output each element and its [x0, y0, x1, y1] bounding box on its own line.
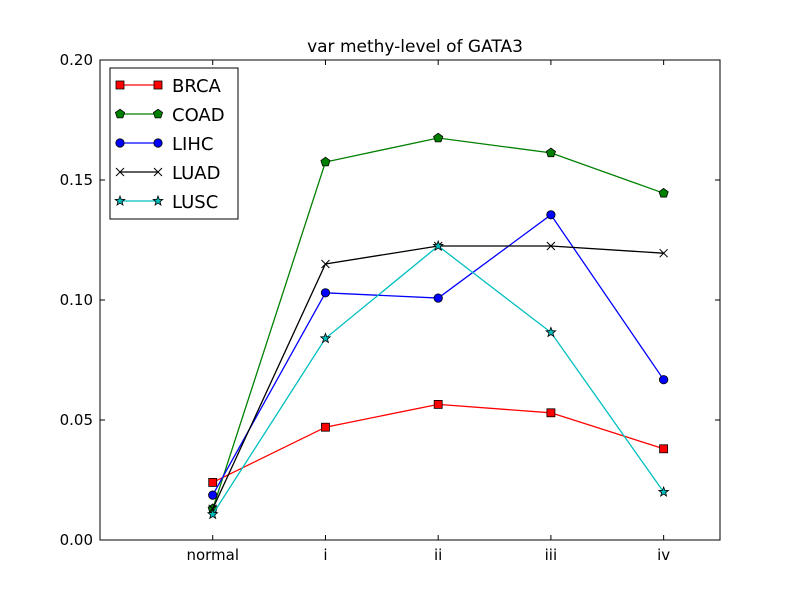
data-point-luad	[546, 241, 556, 251]
legend-marker-luad	[115, 167, 125, 177]
data-point-coad	[320, 156, 331, 167]
legend: BRCA COAD LIHC LUAD LUSC	[109, 67, 239, 220]
y-tick-label: 0.00	[60, 531, 93, 549]
data-point-brca	[659, 444, 669, 454]
y-tick-label: 0.05	[60, 411, 93, 429]
data-point-coad	[433, 132, 444, 143]
data-point-coad	[545, 147, 556, 158]
x-tick-label: normal	[186, 546, 239, 564]
chart-title: var methy-level of GATA3	[307, 37, 523, 57]
data-point-lihc	[433, 293, 443, 303]
data-point-brca	[433, 399, 443, 409]
x-tick-label: ii	[434, 546, 442, 564]
plot-frame	[99, 59, 721, 541]
legend-label-lihc: LIHC	[172, 134, 213, 155]
data-point-lihc	[320, 288, 331, 298]
data-point-lusc	[206, 508, 219, 520]
legend-marker-coad	[152, 108, 164, 119]
legend-marker-brca	[115, 80, 125, 90]
x-tick-label: iii	[545, 546, 558, 564]
x-tick-label: i	[323, 546, 327, 564]
legend-marker-lihc	[153, 138, 163, 148]
legend-marker-luad	[153, 167, 163, 177]
legend-label-luad: LUAD	[172, 163, 220, 184]
legend-label-brca: BRCA	[172, 76, 222, 97]
series-lusc	[206, 239, 670, 520]
legend-marker-lihc	[115, 138, 125, 148]
data-point-luad	[321, 259, 330, 269]
data-point-lihc	[659, 375, 669, 385]
legend-marker-lusc	[114, 194, 126, 206]
data-point-lusc	[432, 239, 445, 251]
y-tick-label: 0.10	[60, 291, 93, 309]
data-point-coad	[658, 187, 669, 198]
data-point-brca	[321, 422, 330, 432]
legend-label-lusc: LUSC	[172, 192, 218, 213]
data-point-lihc	[208, 490, 218, 500]
series-lihc	[208, 210, 669, 500]
x-tick-label: iv	[657, 546, 670, 564]
y-tick-label: 0.20	[60, 51, 93, 69]
data-point-lusc	[319, 332, 332, 344]
y-tick-label: 0.15	[60, 171, 93, 189]
legend-marker-coad	[114, 108, 126, 119]
series-brca	[208, 399, 669, 487]
data-point-luad	[659, 248, 668, 258]
legend-label-coad: COAD	[172, 105, 225, 126]
data-point-lusc	[545, 326, 557, 338]
data-point-lihc	[546, 210, 556, 220]
legend-marker-brca	[153, 80, 163, 90]
data-point-brca	[546, 408, 556, 418]
data-point-lusc	[657, 485, 670, 497]
series-layer	[206, 132, 670, 520]
data-point-brca	[208, 477, 218, 487]
legend-marker-lusc	[152, 194, 164, 206]
